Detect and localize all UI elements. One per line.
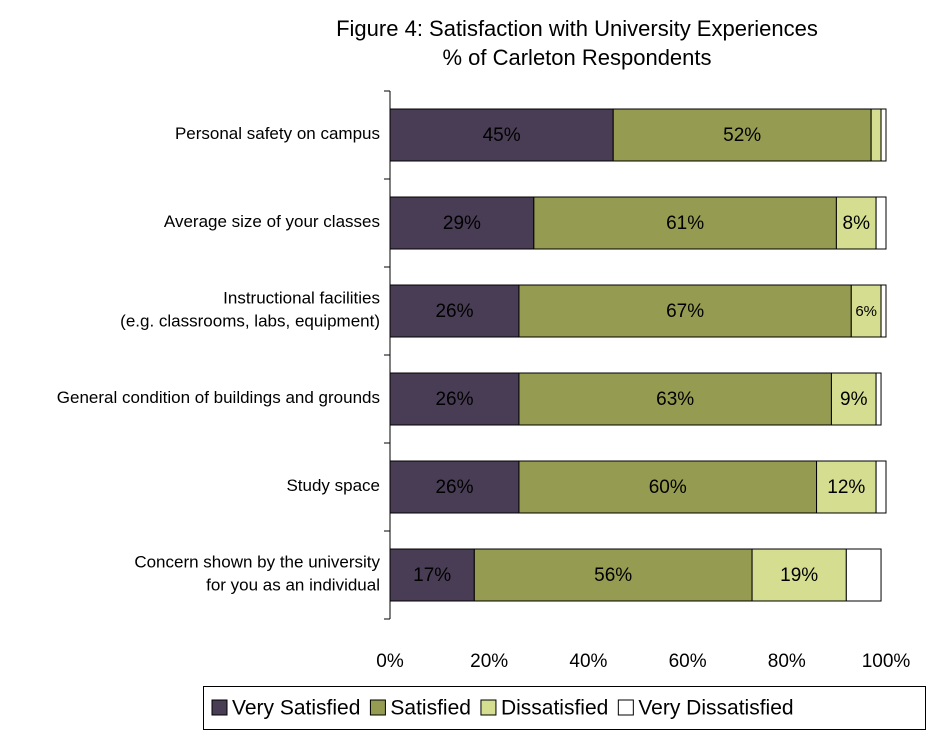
- data-label: 61%: [666, 213, 704, 234]
- data-label: 26%: [435, 301, 473, 322]
- x-tick-label: 0%: [376, 651, 404, 672]
- legend-swatch: [211, 699, 228, 716]
- legend-label: Dissatisfied: [501, 697, 608, 720]
- data-label: 56%: [594, 565, 632, 586]
- data-label: 67%: [666, 301, 704, 322]
- y-tick-label: Instructional facilities (e.g. classrooms…: [120, 289, 380, 331]
- bar-segment: [389, 548, 475, 602]
- data-label: 26%: [435, 389, 473, 410]
- bar-segment: [389, 108, 614, 162]
- y-tick-label-line: for you as an individual: [206, 576, 380, 595]
- data-label: 9%: [840, 389, 868, 410]
- bar-segment: [389, 284, 520, 338]
- bar-segment: [816, 460, 877, 514]
- legend-swatch: [480, 699, 497, 716]
- bar-segment: [845, 548, 882, 602]
- data-label: 12%: [827, 477, 865, 498]
- legend-label: Very Satisfied: [232, 697, 360, 720]
- data-label: 26%: [435, 477, 473, 498]
- bar-segment: [875, 372, 882, 426]
- x-tick-label: 100%: [862, 651, 911, 672]
- legend-label: Satisfied: [390, 697, 471, 720]
- data-label: 52%: [723, 125, 761, 146]
- y-tick-label: Concern shown by the university for you a…: [134, 553, 380, 595]
- chart-subtitle: % of Carleton Respondents: [442, 45, 711, 70]
- y-tick-label-line: Concern shown by the university: [134, 553, 380, 572]
- data-label: 17%: [413, 565, 451, 586]
- x-tick-label: 60%: [669, 651, 707, 672]
- bar-segment: [830, 372, 877, 426]
- y-tick-label-line: General condition of buildings and groun…: [57, 388, 380, 407]
- bar-segment: [389, 460, 520, 514]
- bar-segment: [870, 108, 882, 162]
- legend-swatch: [617, 699, 634, 716]
- legend-swatch: [369, 699, 386, 716]
- chart-title: Figure 4: Satisfaction with University E…: [336, 16, 818, 41]
- y-tick-label-line: (e.g. classrooms, labs, equipment): [120, 312, 380, 331]
- bar-segment: [880, 284, 887, 338]
- data-label: 63%: [656, 389, 694, 410]
- bar-segment: [518, 460, 818, 514]
- y-tick-label-line: Study space: [286, 476, 380, 495]
- data-label: 6%: [855, 303, 877, 320]
- bar-segment: [389, 372, 520, 426]
- bar-segment: [875, 196, 887, 250]
- data-label: 8%: [843, 213, 871, 234]
- y-tick-label: Average size of your classes: [164, 212, 380, 231]
- y-tick-label: General condition of buildings and groun…: [57, 388, 380, 407]
- bar-segment: [473, 548, 753, 602]
- legend-label: Very Dissatisfied: [638, 697, 793, 720]
- legend: [203, 686, 926, 730]
- x-tick-label: 40%: [569, 651, 607, 672]
- bar-segment: [850, 284, 882, 338]
- y-tick-label-line: Instructional facilities: [223, 289, 380, 308]
- y-tick-label: Personal safety on campus: [175, 124, 380, 143]
- y-tick-label: Study space: [286, 476, 380, 495]
- x-tick-label: 20%: [470, 651, 508, 672]
- data-label: 29%: [443, 213, 481, 234]
- y-tick-label-line: Average size of your classes: [164, 212, 380, 231]
- x-tick-label: 80%: [768, 651, 806, 672]
- data-label: 45%: [483, 125, 521, 146]
- bar-segment: [875, 460, 887, 514]
- bar-segment: [880, 108, 887, 162]
- bar-segment: [751, 548, 847, 602]
- bar-segment: [518, 284, 852, 338]
- data-label: 60%: [649, 477, 687, 498]
- data-label: 19%: [780, 565, 818, 586]
- bar-segment: [612, 108, 872, 162]
- y-tick-label-line: Personal safety on campus: [175, 124, 380, 143]
